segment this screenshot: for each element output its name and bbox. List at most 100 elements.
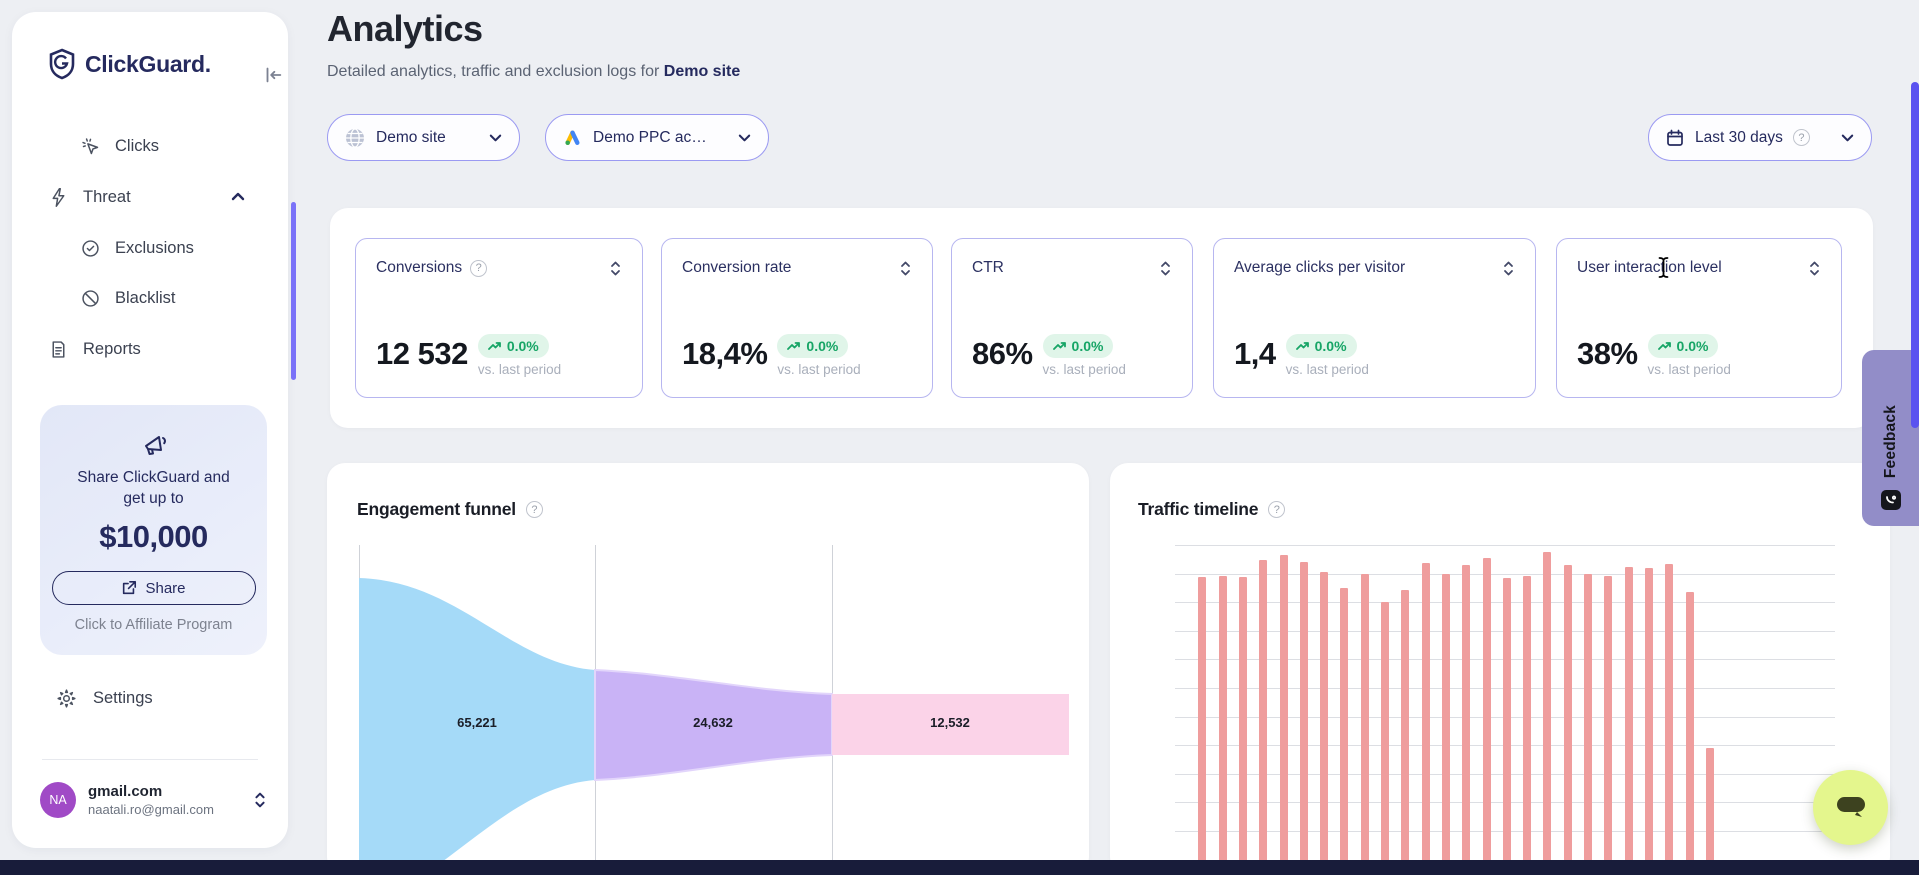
chevron-down-icon bbox=[738, 134, 751, 142]
gear-icon bbox=[57, 689, 76, 708]
google-ads-icon bbox=[565, 130, 580, 146]
change-badge: 0.0% bbox=[477, 334, 549, 358]
help-icon[interactable]: ? bbox=[1792, 129, 1810, 146]
stat-caption: vs. last period bbox=[1042, 362, 1126, 377]
funnel-value-label: 65,221 bbox=[457, 715, 497, 730]
chevron-down-icon bbox=[1841, 134, 1854, 142]
sidebar-item-reports[interactable]: Reports bbox=[48, 333, 258, 365]
bottom-edge-strip bbox=[0, 860, 1919, 875]
traffic-bar bbox=[1462, 565, 1471, 875]
funnel-stage-visitors bbox=[359, 578, 595, 875]
lightning-icon bbox=[52, 187, 65, 207]
traffic-bar bbox=[1685, 592, 1694, 875]
change-badge: 0.0% bbox=[1647, 334, 1719, 358]
traffic-bar bbox=[1604, 576, 1613, 875]
traffic-bar bbox=[1401, 590, 1410, 875]
site-selector[interactable]: Demo site bbox=[327, 114, 520, 161]
ppc-account-selector[interactable]: Demo PPC ac… bbox=[545, 114, 769, 161]
sidebar-active-indicator bbox=[291, 202, 296, 380]
change-value: 0.0% bbox=[1071, 338, 1104, 354]
stat-value: 18,4% bbox=[682, 336, 768, 371]
traffic-bar bbox=[1584, 574, 1592, 875]
sidebar-item-settings[interactable]: Settings bbox=[56, 688, 153, 709]
sidebar-item-label: Blacklist bbox=[115, 288, 176, 307]
stat-caption: vs. last period bbox=[1285, 362, 1369, 377]
sidebar-item-label: Clicks bbox=[115, 136, 159, 155]
sidebar-item-label: Threat bbox=[83, 187, 131, 206]
stat-caption: vs. last period bbox=[777, 362, 861, 377]
traffic-bar bbox=[1381, 602, 1389, 875]
sidebar-item-label: Exclusions bbox=[115, 238, 194, 257]
share-button[interactable]: Share bbox=[51, 571, 256, 605]
change-value: 0.0% bbox=[506, 338, 539, 354]
traffic-bar bbox=[1259, 560, 1268, 875]
promo-text-line2: get up to bbox=[123, 490, 184, 507]
sort-metric-icon[interactable] bbox=[899, 260, 912, 277]
account-name: gmail.com bbox=[88, 783, 163, 800]
stat-label: CTR bbox=[972, 259, 1004, 276]
stat-label: Conversions bbox=[376, 259, 463, 276]
traffic-bar bbox=[1360, 574, 1369, 875]
sidebar-item-exclusions[interactable]: Exclusions bbox=[80, 232, 258, 264]
trend-up-icon bbox=[1657, 341, 1671, 350]
sort-metric-icon[interactable] bbox=[1808, 260, 1821, 277]
sort-metric-icon[interactable] bbox=[1159, 260, 1172, 277]
traffic-bar bbox=[1299, 562, 1308, 875]
traffic-timeline-card: Traffic timeline ? bbox=[1110, 463, 1890, 875]
affiliate-promo-card: Share ClickGuard and get up to $10,000 S… bbox=[40, 405, 267, 655]
sidebar-item-threat[interactable]: Threat bbox=[48, 181, 258, 213]
page-subtitle-text: Detailed analytics, traffic and exclusio… bbox=[327, 63, 660, 80]
change-badge: 0.0% bbox=[1285, 334, 1357, 358]
chevron-up-icon[interactable] bbox=[230, 189, 246, 205]
logo[interactable]: ClickGuard. bbox=[48, 48, 211, 80]
traffic-bar bbox=[1218, 576, 1227, 875]
promo-text-line1: Share ClickGuard and bbox=[77, 469, 230, 486]
stat-card-conversions[interactable]: Conversions ? 12 532 0.0% vs. last perio… bbox=[355, 238, 643, 398]
chat-launcher-button[interactable] bbox=[1813, 770, 1888, 845]
chat-bubble-icon bbox=[1836, 796, 1865, 817]
sidebar-item-clicks[interactable]: Clicks bbox=[80, 130, 258, 162]
stat-card-avg-clicks[interactable]: Average clicks per visitor 1,4 0.0% vs. … bbox=[1213, 238, 1536, 398]
collapse-sidebar-icon[interactable] bbox=[262, 64, 284, 86]
megaphone-icon bbox=[144, 436, 166, 455]
kpi-summary-panel: Conversions ? 12 532 0.0% vs. last perio… bbox=[330, 208, 1873, 428]
stat-value: 38% bbox=[1577, 336, 1638, 371]
stat-card-conversion-rate[interactable]: Conversion rate 18,4% 0.0% vs. last peri… bbox=[661, 238, 933, 398]
brand-name: ClickGuard. bbox=[85, 50, 211, 77]
help-icon[interactable]: ? bbox=[525, 501, 543, 518]
help-icon[interactable]: ? bbox=[470, 259, 488, 277]
stat-value: 12 532 bbox=[376, 336, 468, 371]
stat-card-user-interaction[interactable]: User interaction level 38% 0.0% vs. last… bbox=[1556, 238, 1842, 398]
site-selector-value: Demo site bbox=[376, 128, 446, 146]
traffic-bar bbox=[1441, 574, 1450, 875]
stat-label: User interaction level bbox=[1577, 259, 1722, 276]
traffic-bar bbox=[1502, 578, 1511, 875]
affiliate-program-link[interactable]: Click to Affiliate Program bbox=[74, 617, 233, 633]
traffic-bar bbox=[1340, 588, 1349, 875]
trend-up-icon bbox=[1052, 341, 1066, 350]
sidebar-item-label: Reports bbox=[83, 339, 141, 358]
engagement-funnel-card: Engagement funnel ? 65,221 24,632 12,532 bbox=[327, 463, 1089, 875]
gridline bbox=[1175, 545, 1835, 546]
stat-caption: vs. last period bbox=[1647, 362, 1731, 377]
traffic-bar bbox=[1238, 577, 1247, 875]
cursor-click-icon bbox=[82, 137, 99, 154]
traffic-bar bbox=[1705, 748, 1714, 875]
change-value: 0.0% bbox=[1314, 338, 1347, 354]
feedback-tab-label: Feedback bbox=[1881, 404, 1899, 478]
traffic-bar bbox=[1644, 568, 1653, 875]
page-title: Analytics bbox=[327, 8, 483, 49]
sidebar-item-blacklist[interactable]: Blacklist bbox=[80, 282, 258, 314]
page-scrollbar-thumb[interactable] bbox=[1911, 82, 1919, 428]
account-switcher[interactable]: NA gmail.com naatali.ro@gmail.com bbox=[40, 782, 268, 818]
date-range-selector[interactable]: Last 30 days ? bbox=[1648, 114, 1872, 161]
sidebar-divider bbox=[42, 759, 258, 760]
sort-metric-icon[interactable] bbox=[609, 260, 622, 277]
feedback-tab[interactable]: Feedback bbox=[1862, 350, 1919, 526]
help-icon[interactable]: ? bbox=[1268, 501, 1286, 518]
document-icon bbox=[52, 340, 65, 358]
stat-card-ctr[interactable]: CTR 86% 0.0% vs. last period bbox=[951, 238, 1193, 398]
sort-metric-icon[interactable] bbox=[1502, 260, 1515, 277]
stat-caption: vs. last period bbox=[477, 362, 562, 377]
clickguard-shield-icon bbox=[49, 48, 75, 80]
